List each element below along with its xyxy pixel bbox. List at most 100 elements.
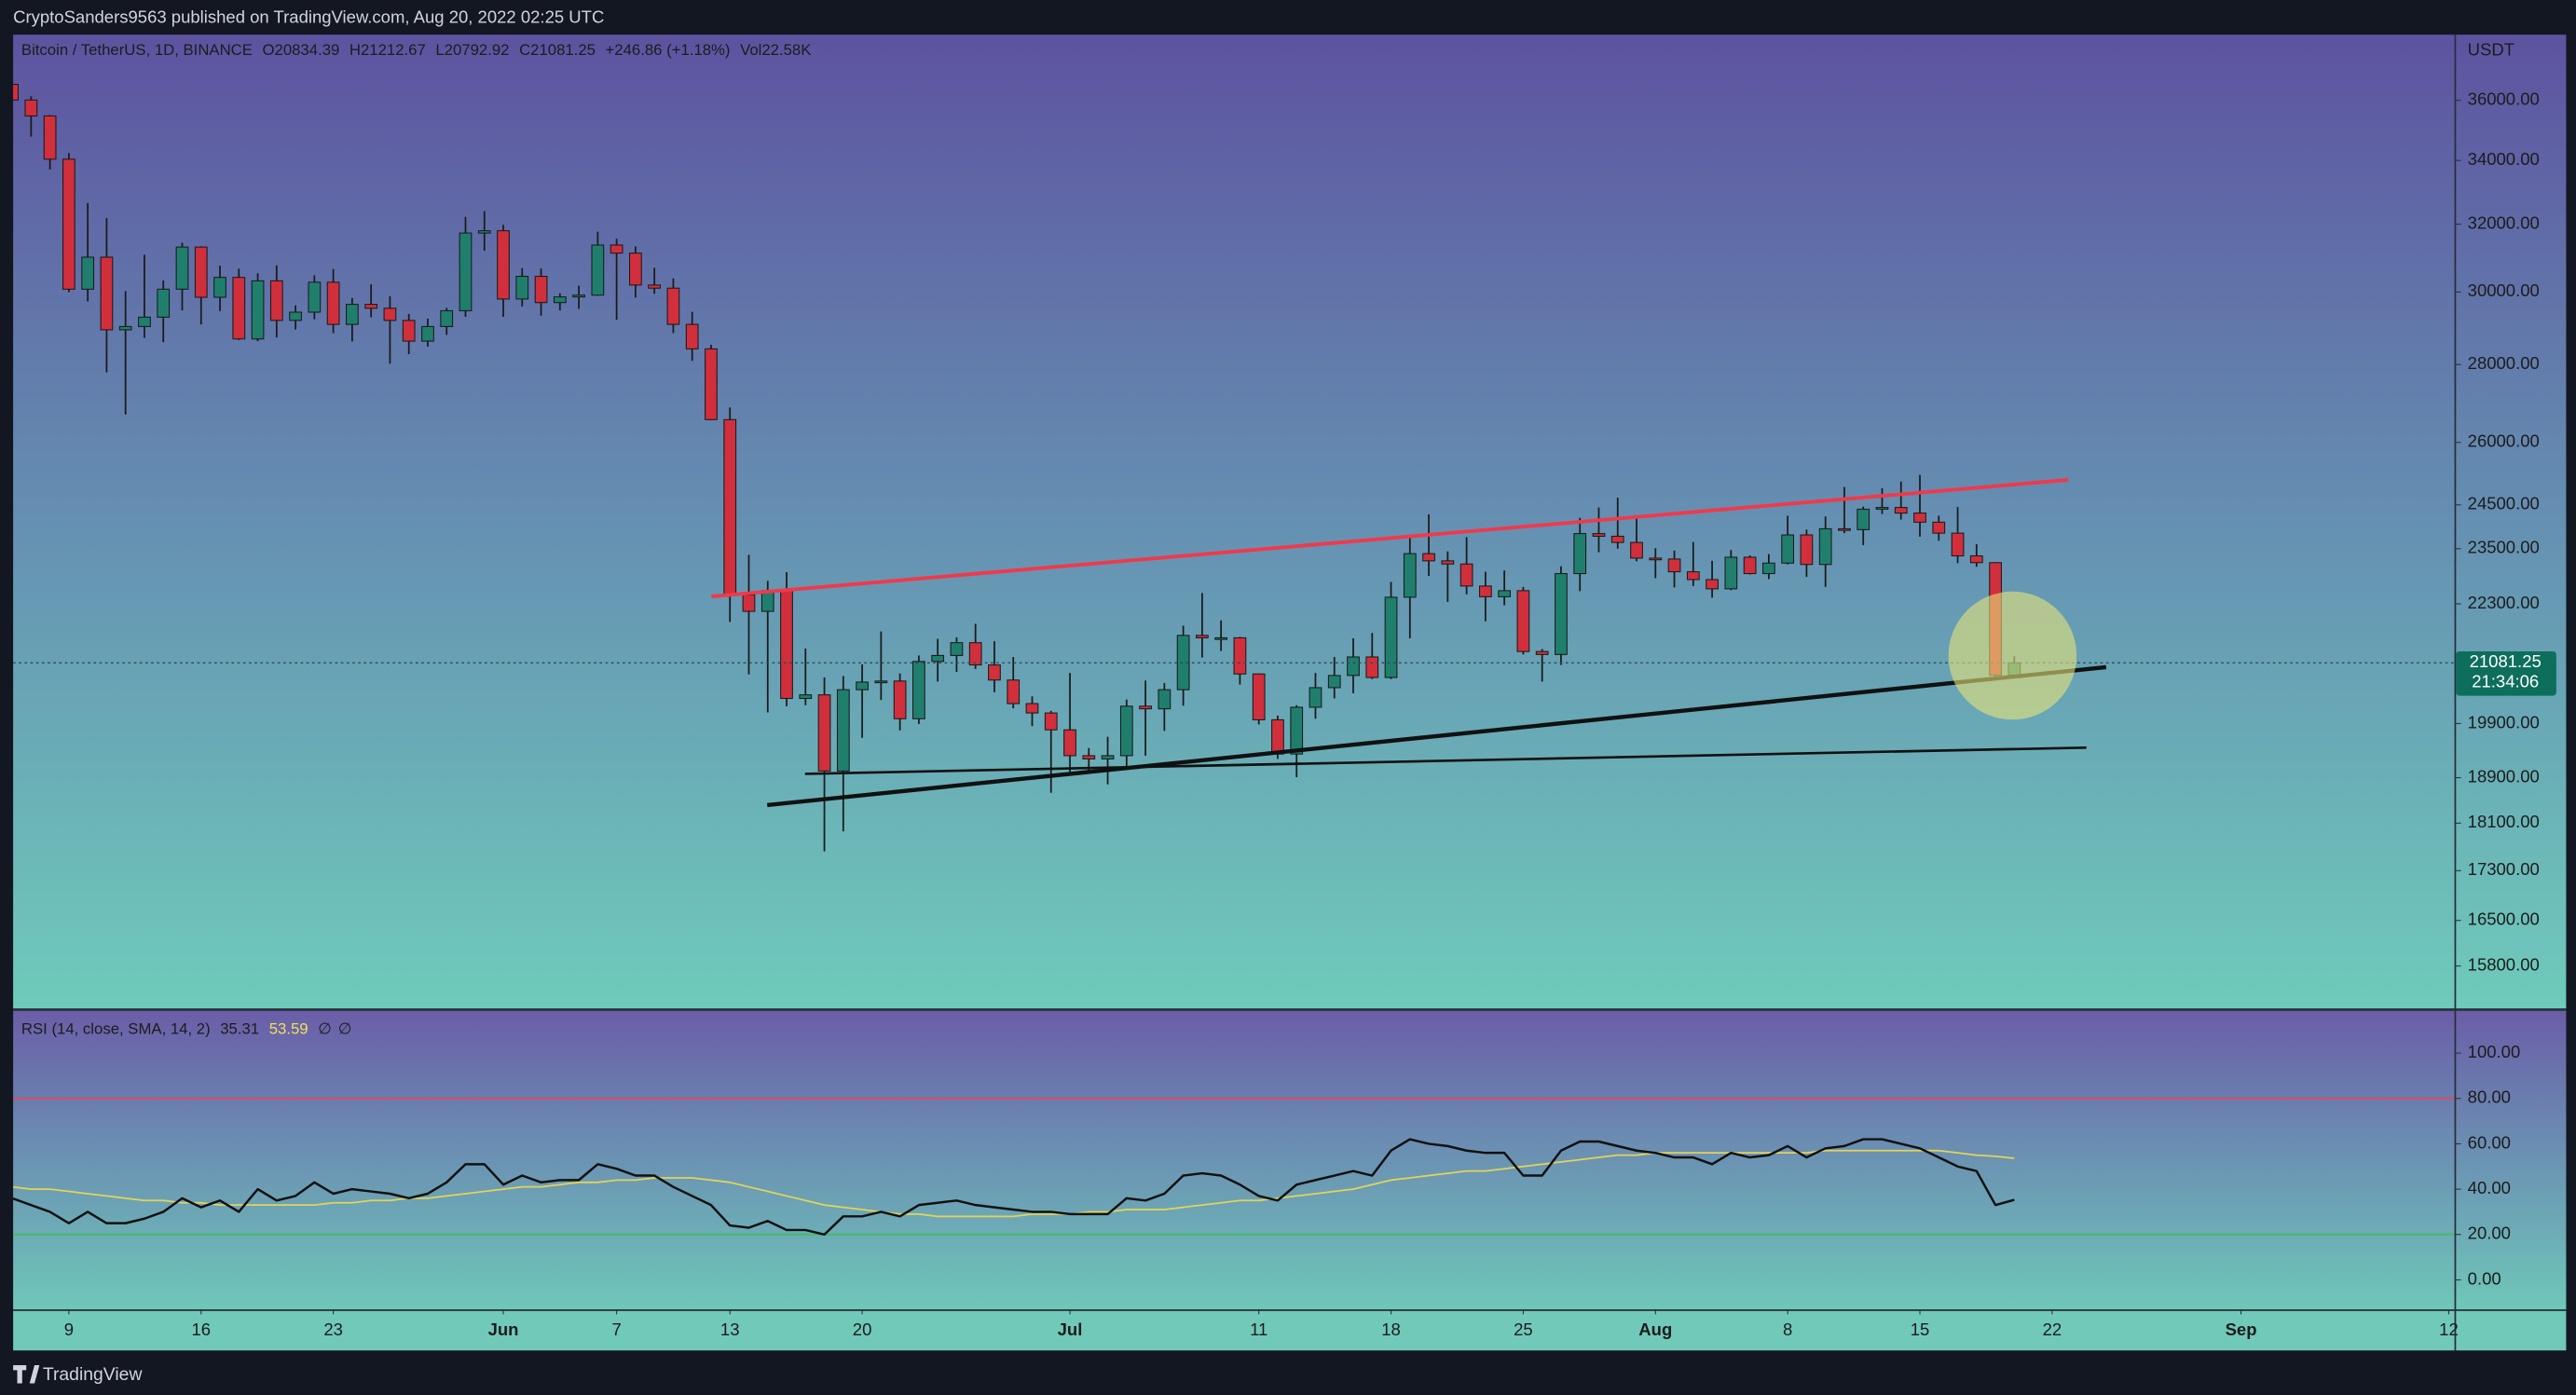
- candle-body: [931, 654, 945, 663]
- price-plot: [13, 84, 2455, 852]
- candle-body: [1459, 563, 1473, 587]
- candle-body: [1516, 590, 1530, 652]
- candle-body: [553, 296, 567, 304]
- y-tick-label: 28000.00: [2468, 353, 2540, 373]
- candle-body: [1422, 553, 1435, 562]
- candle-body: [591, 244, 605, 296]
- y-tick-label: 22300.00: [2468, 593, 2540, 612]
- symbol-legend: Bitcoin / TetherUS, 1D, BINANCE O20834.39…: [21, 41, 811, 59]
- candle-body: [1667, 558, 1681, 573]
- time-axis: [13, 1309, 2567, 1351]
- candle-body: [24, 99, 38, 116]
- x-tick-label: 20: [853, 1320, 872, 1339]
- y-tick-label: 15800.00: [2468, 955, 2540, 975]
- candle-body: [1573, 533, 1587, 575]
- candle-body: [1365, 656, 1379, 678]
- candle-body: [497, 230, 510, 300]
- y-tick-label: 18100.00: [2468, 812, 2540, 831]
- ohlc-open: O20834.39: [263, 41, 340, 59]
- x-tick-label: 12: [2439, 1320, 2459, 1339]
- y-tick-label: 30000.00: [2468, 280, 2540, 300]
- candle-body: [1781, 534, 1795, 564]
- horizontal-support: [804, 745, 2087, 775]
- x-tick-label: 16: [191, 1320, 211, 1339]
- y-tick-label: 34000.00: [2468, 149, 2540, 169]
- candle-body: [1233, 636, 1247, 675]
- candle-body: [1479, 585, 1492, 597]
- candle-body: [383, 308, 397, 321]
- candle-body: [780, 590, 793, 700]
- publisher-note: CryptoSanders9563 published on TradingVi…: [13, 7, 604, 26]
- candle-body: [1290, 706, 1304, 755]
- candle-body: [1252, 673, 1266, 720]
- rsi-pane: [13, 1010, 2567, 1310]
- candle-body: [610, 244, 623, 254]
- candle-body: [100, 256, 114, 331]
- x-tick-label: 8: [1783, 1320, 1792, 1339]
- candle-body: [1007, 679, 1021, 704]
- y-tick-label: 80.00: [2468, 1087, 2511, 1107]
- candle-body: [421, 325, 434, 342]
- candle-body: [534, 276, 548, 304]
- candle-body: [1309, 687, 1322, 708]
- candle-body: [1214, 636, 1228, 640]
- last-price-tag: [2456, 651, 2556, 696]
- candle-body: [232, 277, 246, 340]
- currency-label: USDT: [2468, 40, 2514, 60]
- candle-body: [1706, 579, 1719, 590]
- rsi-title: RSI (14, close, SMA, 14, 2): [21, 1020, 211, 1038]
- candle-body: [1894, 507, 1908, 514]
- brand: TradingView: [43, 1364, 144, 1385]
- x-tick-label: Aug: [1638, 1320, 1672, 1339]
- candle-body: [289, 311, 302, 321]
- candle-body: [1969, 554, 1983, 564]
- y-tick-label: 23500.00: [2468, 538, 2540, 557]
- bar-countdown: 21:34:06: [2472, 671, 2539, 691]
- candle-body: [1044, 712, 1058, 731]
- x-tick-label: 11: [1250, 1320, 1267, 1339]
- y-tick-label: 17300.00: [2468, 859, 2540, 879]
- candle-body: [1158, 689, 1172, 710]
- candle-body: [1875, 507, 1889, 510]
- y-tick-label: 20.00: [2468, 1224, 2511, 1243]
- y-tick-label: 24500.00: [2468, 494, 2540, 513]
- candle-body: [1932, 521, 1946, 534]
- y-tick-label: 100.00: [2468, 1042, 2521, 1061]
- candle-body: [572, 294, 585, 298]
- candle-body: [1441, 560, 1455, 565]
- last-price-label: 21081.25: [2470, 651, 2542, 671]
- y-tick-label: 32000.00: [2468, 212, 2540, 232]
- candle-body: [874, 680, 888, 684]
- candle-body: [685, 323, 699, 349]
- candle-body: [799, 694, 813, 700]
- candle-body: [118, 325, 132, 331]
- candle-body: [1101, 755, 1115, 759]
- candle-body: [705, 348, 718, 420]
- candle-body: [1951, 532, 1965, 557]
- rsi-line: [13, 1138, 2015, 1237]
- y-tick-label: 18900.00: [2468, 766, 2540, 786]
- candle-body: [1403, 553, 1417, 598]
- candle-body: [1649, 557, 1663, 561]
- highlight-circle: [1948, 591, 2077, 720]
- candle-body: [326, 281, 340, 325]
- candle-body: [666, 287, 680, 325]
- candle-body: [1743, 556, 1757, 575]
- x-tick-label: 18: [1381, 1320, 1401, 1339]
- candle-body: [13, 84, 19, 101]
- candle-body: [1724, 556, 1738, 590]
- rsi-extra: ∅: [318, 1020, 332, 1038]
- candle-body: [346, 304, 359, 325]
- candle-body: [1818, 527, 1832, 566]
- candle-body: [648, 284, 662, 289]
- candle-body: [1196, 635, 1209, 638]
- rsi-plot: [13, 1097, 2455, 1237]
- change: +246.86 (+1.18%): [606, 41, 731, 59]
- x-tick-label: 9: [64, 1320, 74, 1339]
- support-trendline: [766, 664, 2107, 808]
- ohlc-low: L20792.92: [435, 41, 509, 59]
- candle-body: [1762, 562, 1775, 575]
- x-tick-label: Jul: [1058, 1320, 1083, 1339]
